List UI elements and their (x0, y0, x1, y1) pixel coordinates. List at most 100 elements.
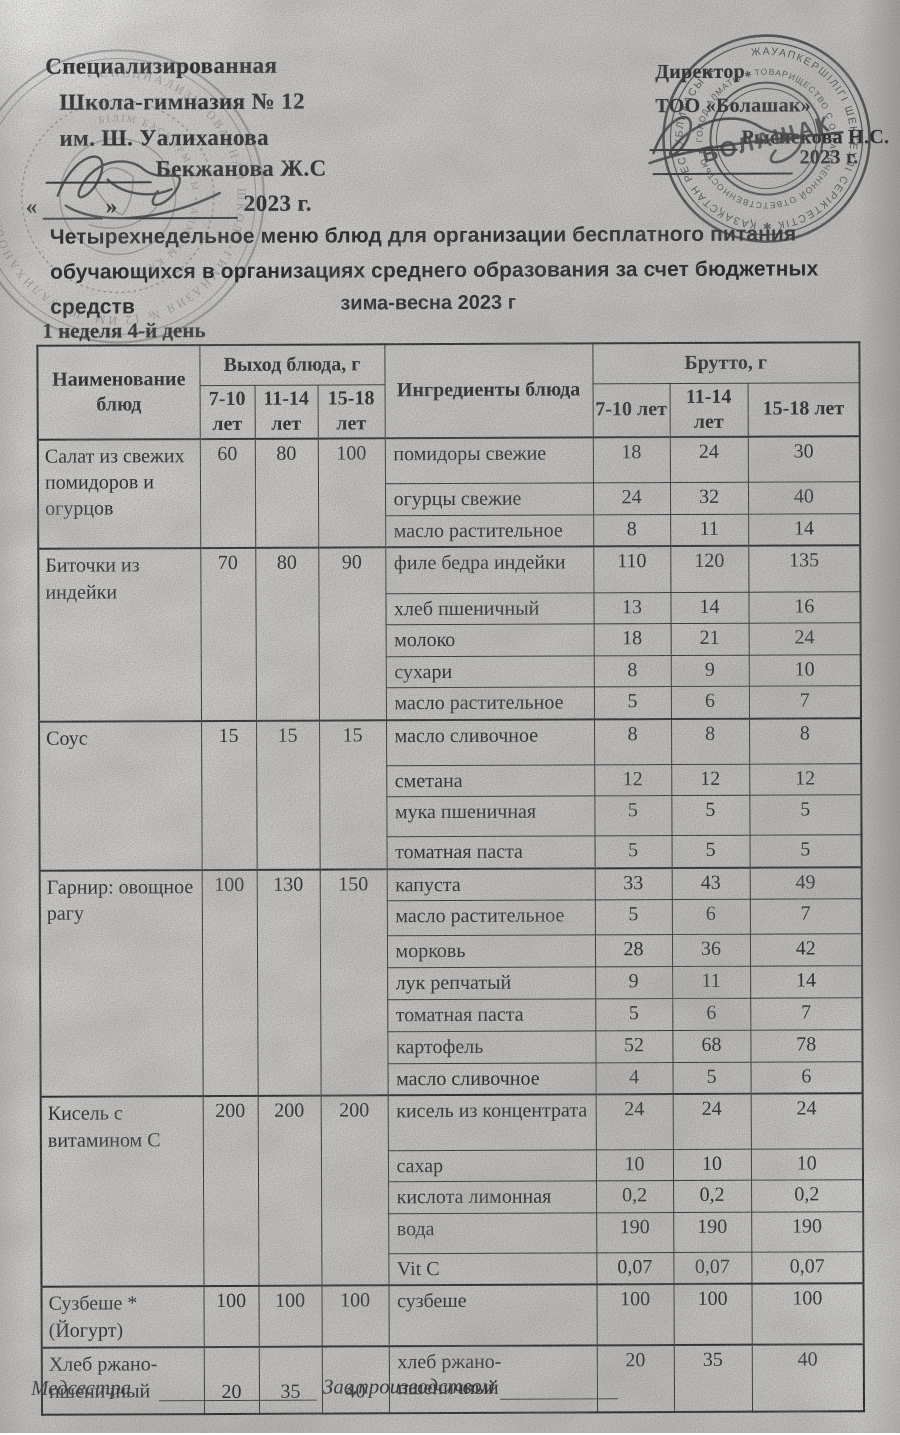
brutto-value-cell: 0,2 (596, 1180, 674, 1213)
menu-table-header: Наименование блюд Выход блюда, г Ингреди… (37, 342, 860, 440)
signature-line (45, 181, 152, 184)
brutto-value-cell: 5 (595, 998, 673, 1031)
brutto-value-cell: 35 (673, 1344, 753, 1413)
ingredient-name-cell: филе бедра индейки (385, 546, 594, 594)
brutto-value-cell: 6 (670, 686, 750, 720)
ingredient-name-cell: масло растительное (385, 514, 594, 548)
brutto-value-cell: 18 (593, 623, 671, 656)
brutto-value-cell: 21 (670, 623, 749, 656)
portion-out-cell: 90 (318, 547, 387, 721)
portion-out-cell: 15 (256, 720, 320, 870)
ingredient-name-cell: масло сливочное (387, 1062, 596, 1096)
brutto-value-cell: 78 (750, 1029, 863, 1062)
brutto-value-cell: 7 (748, 686, 862, 719)
year-right: 2023 г. (799, 146, 859, 169)
signature-line-right (649, 148, 738, 152)
dish-name-cell: Биточки из индейки (38, 548, 202, 722)
ingredient-name-cell: кисель из концентрата (387, 1094, 596, 1151)
brutto-value-cell: 36 (671, 934, 751, 967)
ingredient-name-cell: мука пшеничная (386, 796, 595, 837)
portion-out-cell: 100 (321, 1285, 389, 1347)
brutto-value-cell: 16 (748, 591, 861, 624)
brutto-value-cell: 190 (751, 1211, 864, 1253)
brutto-value-cell: 5 (594, 795, 672, 837)
ingredient-name-cell: вода (388, 1212, 597, 1254)
date-line-right (652, 172, 793, 176)
brutto-value-cell: 5 (671, 835, 750, 868)
portion-out-cell: 60 (199, 438, 256, 549)
brutto-value-cell: 11 (672, 966, 751, 999)
brutto-value-cell: 5 (594, 835, 672, 869)
week-day-label: 1 неделя 4-й день (42, 318, 206, 343)
year-left: 2023 г. (243, 190, 312, 216)
portion-out-cell: 15 (201, 720, 257, 870)
brutto-value-cell: 68 (672, 1029, 751, 1063)
brutto-value-cell: 32 (669, 482, 749, 515)
ingredient-name-cell: капуста (386, 868, 595, 902)
portion-out-cell: 130 (256, 869, 321, 1096)
brutto-value-cell: 5 (594, 899, 672, 936)
menu-table: Наименование блюд Выход блюда, г Ингреди… (36, 341, 866, 1416)
brutto-value-cell: 190 (596, 1212, 674, 1253)
brutto-value-cell: 13 (593, 592, 671, 625)
table-row: Соус 15 15 15 масло сливочное 8 8 8 (39, 718, 862, 871)
ingredient-name-cell: сахар (387, 1149, 597, 1182)
brutto-value-cell: 10 (672, 1148, 752, 1181)
ingredient-name-cell: огурцы свежие (384, 482, 594, 516)
brutto-value-cell: 24 (669, 436, 748, 483)
ingredient-name-cell: сметана (386, 764, 595, 797)
brutto-value-cell: 28 (594, 934, 673, 968)
brutto-value-cell: 10 (595, 1149, 674, 1182)
brutto-value-cell: 12 (749, 763, 862, 796)
brutto-value-cell: 12 (594, 764, 672, 797)
ingredient-name-cell: томатная паста (386, 836, 595, 870)
brutto-value-cell: 8 (749, 718, 862, 764)
dish-name-cell: Соус (39, 721, 202, 871)
brutto-value-cell: 5 (749, 834, 862, 868)
portion-out-cell: 200 (202, 1095, 259, 1287)
col-header-out-group: Выход блюда, г (199, 344, 385, 386)
brutto-value-cell: 9 (595, 966, 673, 999)
brutto-value-cell: 14 (670, 591, 749, 624)
ingredient-name-cell: масло растительное (385, 687, 595, 721)
portion-out-cell: 35 (258, 1346, 323, 1415)
ingredient-name-cell: кислота лимонная (388, 1181, 597, 1214)
ingredient-name-cell: морковь (386, 935, 596, 969)
col-header-age-7-10: 7-10 лет (592, 383, 670, 437)
portion-out-cell: 100 (201, 869, 258, 1097)
company-name: ТОО «Болашак» (655, 94, 812, 118)
col-header-ingredients: Ингредиенты блюда (384, 343, 593, 438)
brutto-value-cell: 12 (671, 763, 750, 796)
brutto-value-cell: 6 (672, 998, 751, 1031)
portion-out-cell: 150 (319, 869, 388, 1096)
brutto-value-cell: 40 (751, 1344, 865, 1412)
brutto-value-cell: 24 (748, 622, 861, 656)
col-header-age-15-18: 15-18 лет (747, 382, 860, 437)
nurse-label: Медсестра (30, 1375, 132, 1400)
ingredient-name-cell: помидоры свежие (384, 436, 593, 484)
brutto-value-cell: 5 (672, 1061, 751, 1095)
ingredient-name-cell: лук репчатый (387, 967, 596, 1000)
brutto-value-cell: 100 (596, 1284, 674, 1346)
brutto-value-cell: 9 (670, 655, 749, 688)
brutto-value-cell: 7 (749, 899, 862, 935)
brutto-value-cell: 10 (750, 1148, 864, 1181)
table-row: Биточки из индейки 70 80 90 филе бедра индей… (38, 545, 861, 722)
brutto-value-cell: 33 (594, 867, 672, 901)
ingredient-name-cell: масло сливочное (386, 719, 595, 766)
portion-out-cell: 70 (200, 548, 257, 722)
brutto-value-cell: 40 (747, 481, 861, 514)
portion-out-cell: 100 (203, 1286, 259, 1348)
brutto-value-cell: 24 (750, 1093, 863, 1149)
brutto-value-cell: 100 (751, 1283, 864, 1345)
brutto-value-cell: 5 (671, 795, 750, 836)
table-header-row: Наименование блюд Выход блюда, г Ингреди… (37, 342, 860, 440)
brutto-value-cell: 42 (749, 934, 863, 967)
brutto-value-cell: 8 (593, 655, 671, 688)
production-manager-label: Зав.производством (322, 1373, 495, 1399)
brutto-value-cell: 8 (594, 719, 672, 765)
brutto-value-cell: 11 (670, 513, 749, 547)
table-row: Кисель с витамином С 200 200 200 кисель из к… (40, 1093, 863, 1288)
portion-out-cell: 200 (257, 1095, 322, 1287)
director-name-left: Бекжанова Ж.С (155, 155, 327, 182)
